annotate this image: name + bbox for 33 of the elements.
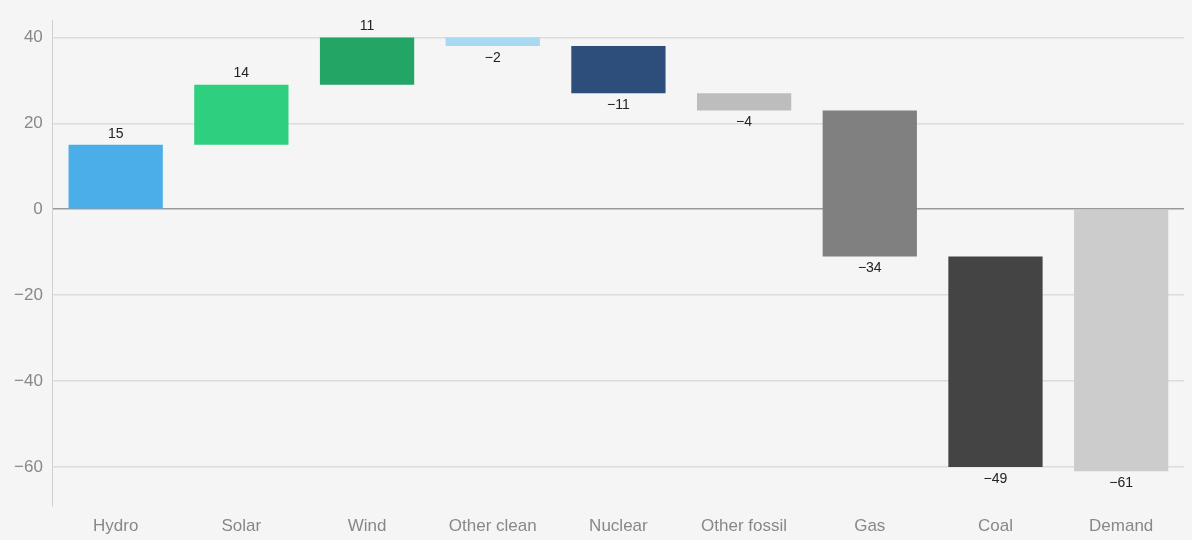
bar: [696, 93, 792, 111]
y-tick-label: −20: [13, 284, 43, 304]
x-tick-label: Wind: [347, 516, 387, 536]
x-tick-label: Solar: [221, 516, 262, 536]
bar: [1074, 209, 1169, 472]
data-label: −34: [857, 259, 882, 276]
data-label: −49: [983, 469, 1008, 486]
x-tick-label: Hydro: [93, 516, 139, 536]
x-tick-label: Gas: [854, 516, 886, 536]
x-tick-label: Other clean: [448, 516, 537, 536]
bar: [319, 37, 415, 85]
x-tick-label: Demand: [1089, 516, 1154, 536]
data-label: −11: [607, 96, 630, 113]
bar: [445, 37, 540, 46]
y-tick-label: −40: [13, 370, 43, 390]
y-tick-label: −60: [13, 456, 43, 476]
data-label: 11: [359, 17, 375, 34]
data-label: −4: [736, 113, 753, 130]
bar: [194, 84, 289, 145]
data-label: 15: [107, 124, 124, 141]
bar: [68, 144, 163, 209]
data-label: 14: [233, 64, 250, 81]
y-tick-label: 40: [23, 27, 43, 47]
bar: [948, 256, 1043, 467]
bar: [571, 45, 666, 94]
x-tick-label: Coal: [977, 516, 1013, 536]
x-tick-label: Other fossil: [701, 516, 788, 536]
data-label: −61: [1109, 474, 1134, 491]
data-label: −2: [484, 48, 501, 65]
x-tick-label: Nuclear: [589, 516, 649, 536]
bar: [822, 110, 917, 257]
y-tick-label: 0: [33, 198, 43, 218]
y-tick-label: 20: [23, 112, 43, 132]
